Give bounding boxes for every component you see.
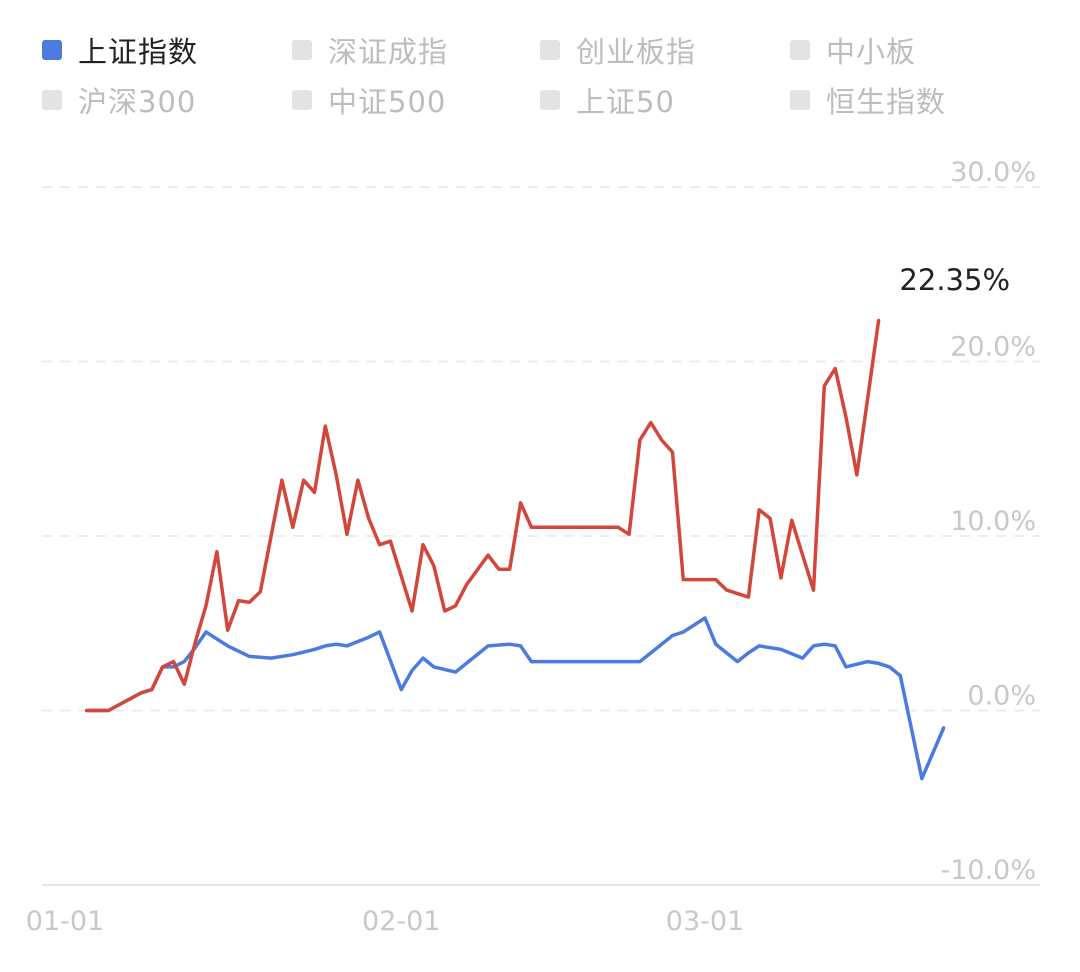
legend-label: 深证成指 (328, 35, 449, 69)
legend-item-4[interactable]: 沪深300 (42, 80, 196, 120)
legend-item-5[interactable]: 中证500 (292, 80, 446, 120)
y-tick-label: 10.0% (950, 506, 1036, 537)
legend-label: 中小板 (826, 35, 917, 69)
x-tick-label: 02-01 (362, 906, 440, 937)
legend-swatch-icon (292, 90, 312, 110)
legend-label: 上证指数 (78, 35, 199, 69)
y-tick-label: 20.0% (950, 332, 1036, 363)
legend-swatch-icon (790, 40, 810, 60)
legend-label: 创业板指 (576, 35, 697, 69)
y-tick-label: 30.0% (950, 157, 1036, 188)
x-tick-label: 03-01 (666, 906, 744, 937)
legend-item-7[interactable]: 恒生指数 (790, 80, 946, 120)
series-line-1 (84, 318, 881, 713)
legend-label: 中证500 (328, 85, 447, 119)
end-value-label: 22.35% (899, 263, 1010, 297)
x-tick-label: 01-01 (26, 906, 104, 937)
legend-item-6[interactable]: 上证50 (540, 80, 675, 120)
legend-item-2[interactable]: 创业板指 (540, 30, 696, 70)
legend-swatch-icon (292, 40, 312, 60)
legend-swatch-icon (790, 90, 810, 110)
legend-item-3[interactable]: 中小板 (790, 30, 916, 70)
legend-item-1[interactable]: 深证成指 (292, 30, 448, 70)
legend-label: 沪深300 (78, 85, 197, 119)
grid-lines (42, 186, 1040, 886)
legend-swatch-icon (540, 40, 560, 60)
legend-swatch-icon (42, 90, 62, 110)
series-lines (84, 318, 946, 781)
legend-item-0[interactable]: 上证指数 (42, 30, 198, 70)
legend-swatch-icon (42, 40, 62, 60)
annotations: 22.35% (899, 263, 1010, 297)
y-tick-label: 0.0% (967, 681, 1036, 712)
legend-label: 恒生指数 (826, 85, 947, 119)
axes: 30.0% 20.0% 10.0% 0.0% -10.0% 01-01 02-01 03-01 (26, 157, 1036, 937)
series-line-0 (84, 616, 946, 781)
legend-swatch-icon (540, 90, 560, 110)
y-tick-label: -10.0% (940, 855, 1036, 886)
legend-label: 上证50 (576, 85, 675, 119)
